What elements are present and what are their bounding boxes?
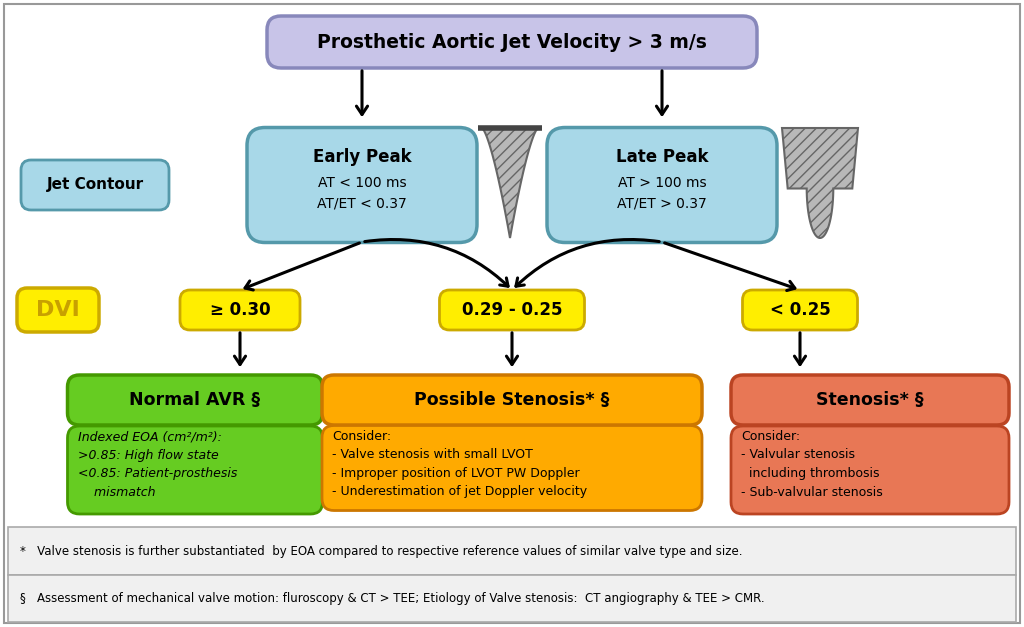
- FancyBboxPatch shape: [547, 127, 777, 243]
- FancyBboxPatch shape: [731, 426, 1009, 514]
- FancyBboxPatch shape: [322, 426, 702, 510]
- Text: AT > 100 ms
AT/ET > 0.37: AT > 100 ms AT/ET > 0.37: [617, 176, 707, 210]
- Text: Jet Contour: Jet Contour: [46, 177, 143, 192]
- Text: ≥ 0.30: ≥ 0.30: [210, 301, 270, 319]
- FancyBboxPatch shape: [22, 160, 169, 210]
- Text: Consider:
- Valvular stenosis
  including thrombosis
- Sub-valvular stenosis: Consider: - Valvular stenosis including …: [741, 430, 883, 498]
- Text: §   Assessment of mechanical valve motion: fluroscopy & CT > TEE; Etiology of Va: § Assessment of mechanical valve motion:…: [20, 592, 765, 605]
- FancyBboxPatch shape: [68, 426, 323, 514]
- FancyBboxPatch shape: [439, 290, 585, 330]
- Polygon shape: [482, 128, 538, 238]
- Text: Possible Stenosis* §: Possible Stenosis* §: [415, 391, 609, 409]
- Text: Stenosis* §: Stenosis* §: [816, 391, 924, 409]
- FancyBboxPatch shape: [180, 290, 300, 330]
- Text: Indexed EOA (cm²/m²):
>0.85: High flow state
<0.85: Patient-prosthesis
    misma: Indexed EOA (cm²/m²): >0.85: High flow s…: [78, 430, 237, 498]
- FancyBboxPatch shape: [742, 290, 857, 330]
- Text: 0.29 - 0.25: 0.29 - 0.25: [462, 301, 562, 319]
- Text: < 0.25: < 0.25: [770, 301, 830, 319]
- FancyBboxPatch shape: [17, 288, 99, 332]
- Text: AT < 100 ms
AT/ET < 0.37: AT < 100 ms AT/ET < 0.37: [317, 176, 407, 210]
- Text: *   Valve stenosis is further substantiated  by EOA compared to respective refer: * Valve stenosis is further substantiate…: [20, 544, 742, 557]
- FancyBboxPatch shape: [8, 527, 1016, 575]
- FancyBboxPatch shape: [322, 375, 702, 425]
- FancyBboxPatch shape: [8, 575, 1016, 622]
- Text: Early Peak: Early Peak: [312, 148, 412, 166]
- Text: Late Peak: Late Peak: [615, 148, 709, 166]
- Text: Prosthetic Aortic Jet Velocity > 3 m/s: Prosthetic Aortic Jet Velocity > 3 m/s: [317, 33, 707, 51]
- FancyBboxPatch shape: [68, 375, 323, 425]
- FancyBboxPatch shape: [247, 127, 477, 243]
- Text: Consider:
- Valve stenosis with small LVOT
- Improper position of LVOT PW Dopple: Consider: - Valve stenosis with small LV…: [332, 430, 587, 498]
- Text: Normal AVR §: Normal AVR §: [129, 391, 260, 409]
- Text: DVI: DVI: [36, 300, 80, 320]
- Polygon shape: [782, 128, 858, 238]
- FancyBboxPatch shape: [267, 16, 757, 68]
- FancyBboxPatch shape: [731, 375, 1009, 425]
